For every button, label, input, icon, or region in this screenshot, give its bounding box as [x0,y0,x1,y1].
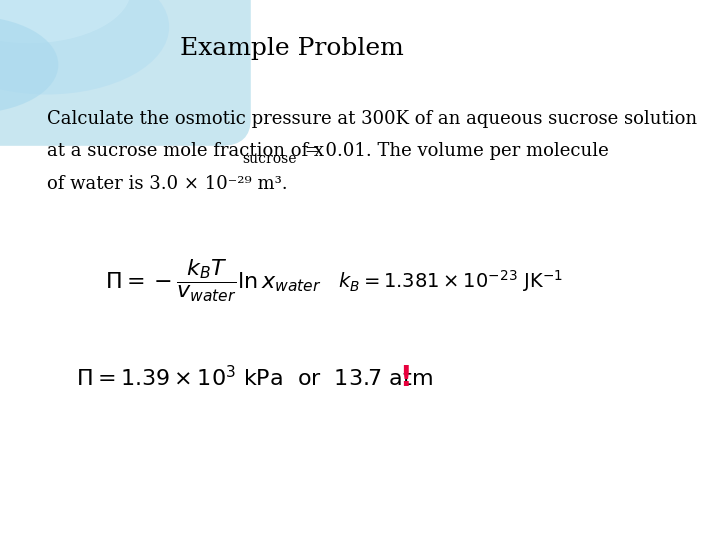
Text: sucrose: sucrose [242,152,297,166]
Text: $\Pi = 1.39 \times 10^{3}$ kPa  or  13.7 atm: $\Pi = 1.39 \times 10^{3}$ kPa or 13.7 a… [76,366,433,390]
Text: Calculate the osmotic pressure at 300K of an aqueous sucrose solution: Calculate the osmotic pressure at 300K o… [47,110,697,128]
Text: $k_B = 1.381 \times 10^{-23}$ JK$^{-1}$: $k_B = 1.381 \times 10^{-23}$ JK$^{-1}$ [338,268,563,294]
Text: $\Pi = -\dfrac{k_B T}{v_{water}} \ln x_{water}$: $\Pi = -\dfrac{k_B T}{v_{water}} \ln x_{… [105,258,321,304]
FancyBboxPatch shape [0,0,251,146]
Text: Example Problem: Example Problem [180,37,403,60]
Text: of water is 3.0 × 10⁻²⁹ m³.: of water is 3.0 × 10⁻²⁹ m³. [47,174,287,193]
Ellipse shape [0,0,131,43]
Ellipse shape [0,16,58,113]
Text: !: ! [400,364,412,392]
Text: = 0.01. The volume per molecule: = 0.01. The volume per molecule [300,142,609,160]
Ellipse shape [0,0,169,94]
Text: at a sucrose mole fraction of x: at a sucrose mole fraction of x [47,142,324,160]
